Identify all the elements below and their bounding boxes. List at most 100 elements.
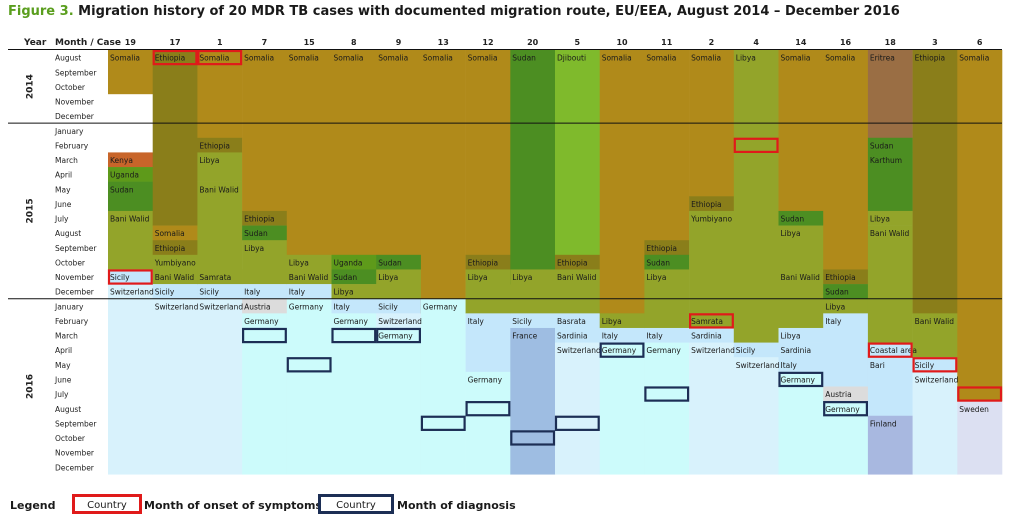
cell-switzerland	[197, 298, 243, 475]
diagnosis-marker	[823, 401, 869, 417]
cell-label: Germany	[825, 405, 860, 414]
cell-ethiopia	[152, 240, 198, 256]
cell-italy	[644, 327, 690, 343]
legend-onset-label: Month of onset of symptoms	[144, 499, 322, 512]
cell-label: Libya	[289, 258, 309, 267]
cell-libya	[465, 269, 511, 314]
cell-libya	[376, 269, 422, 300]
cell-label: Libya	[602, 317, 622, 326]
diagnosis-marker	[599, 342, 645, 358]
cell-italy	[867, 357, 913, 417]
cell-label: Bari	[870, 361, 885, 370]
cell-ethiopia	[823, 269, 869, 285]
cell-germany	[420, 298, 466, 475]
cell-label: Somalia	[781, 54, 811, 63]
cell-label: Djibouti	[557, 54, 586, 63]
cell-label: Somalia	[155, 229, 185, 238]
cell-label: Kenya	[110, 156, 133, 165]
cell-label: Ethiopia	[468, 258, 499, 267]
cell-label: Basrata	[557, 317, 586, 326]
cell-italy	[778, 342, 824, 358]
cell-label: Switzerland	[199, 302, 243, 311]
cell-somalia	[242, 50, 288, 212]
cell-label: Sardinia	[557, 332, 588, 341]
cell-sudan	[823, 284, 869, 300]
cell-label: Germany	[468, 375, 503, 384]
cell-djibouti	[555, 50, 600, 256]
cell-label: Sudan	[781, 215, 805, 224]
cell-label: Ethiopia	[915, 54, 946, 63]
cell-label: Switzerland	[915, 375, 959, 384]
month-label: February	[55, 317, 89, 326]
cell-label: Sicily	[155, 288, 175, 297]
cell-label: Bani Walid	[155, 273, 195, 282]
month-label: November	[55, 98, 95, 107]
cell-libya	[197, 269, 243, 285]
cell-label: Ethiopia	[646, 244, 677, 253]
cell-label: Germany	[334, 317, 369, 326]
onset-marker	[957, 386, 1003, 402]
cell-germany	[599, 342, 645, 475]
cell-libya	[733, 50, 779, 343]
cell-switzerland	[108, 284, 153, 475]
legend: Legend Country Month of onset of symptom…	[10, 493, 610, 517]
month-label: August	[55, 54, 81, 63]
month-label: July	[54, 215, 69, 224]
cell-label: Switzerland	[155, 302, 199, 311]
cell-label: Somalia	[959, 54, 989, 63]
figure-title: Figure 3. Migration history of 20 MDR TB…	[8, 4, 900, 19]
case-header: 11	[661, 38, 673, 47]
year-label: 2015	[26, 198, 36, 223]
diagnosis-marker	[465, 401, 511, 417]
month-label: June	[54, 200, 72, 209]
cell-label: Libya	[646, 273, 666, 282]
cell-label: Italy	[289, 288, 306, 297]
cell-libya	[778, 225, 824, 270]
cell-label: Libya	[781, 332, 801, 341]
cell-label: Samrata	[199, 273, 231, 282]
legend-diagnosis-sample: Country	[318, 494, 394, 514]
cell-label: Bani Walid	[199, 185, 239, 194]
marks-layer	[107, 49, 1003, 446]
cell-ethiopia	[689, 196, 735, 212]
case-header: 5	[575, 38, 581, 47]
cell-sudan	[376, 254, 422, 270]
cell-switzerland	[733, 357, 779, 475]
cell-label: Somalia	[378, 54, 408, 63]
cell-label: Yumbiyano	[154, 258, 196, 267]
case-header: 14	[795, 38, 807, 47]
cell-somalia	[286, 50, 332, 256]
cell-ethiopia	[197, 137, 243, 153]
case-header: 13	[438, 38, 449, 47]
migration-chart: Year Month / Case Somalia Kenya Uganda Suda…	[8, 38, 1003, 475]
month-label: August	[55, 229, 81, 238]
cell-somalia	[465, 50, 511, 256]
onset-marker	[197, 49, 243, 66]
cell-label: Sicily	[512, 317, 532, 326]
cell-italy	[331, 298, 377, 314]
cell-germany	[823, 401, 869, 475]
cell-italy	[599, 327, 645, 343]
diagnosis-marker	[242, 327, 287, 344]
cell-label: Libya	[468, 273, 488, 282]
cell-label: Somalia	[199, 54, 229, 63]
case-header: 8	[351, 38, 357, 47]
cell-somalia	[823, 50, 869, 270]
month-label: October	[55, 83, 86, 92]
cell-somalia	[644, 50, 690, 241]
cell-label: Sudan	[378, 258, 402, 267]
cell-italy	[108, 269, 153, 285]
month-label: November	[55, 449, 95, 458]
diagnosis-marker	[554, 415, 600, 431]
cell-label: Sicily	[199, 288, 219, 297]
cell-label: Germany	[244, 317, 279, 326]
cell-libya	[555, 269, 600, 314]
legend-title: Legend	[10, 499, 56, 512]
onset-marker	[152, 49, 198, 66]
onset-marker	[912, 357, 958, 373]
month-label: May	[55, 361, 71, 370]
cell-libya	[331, 284, 377, 300]
cell-austria	[242, 298, 288, 314]
cell-label: Ethiopia	[155, 244, 186, 253]
case-header: 16	[840, 38, 852, 47]
